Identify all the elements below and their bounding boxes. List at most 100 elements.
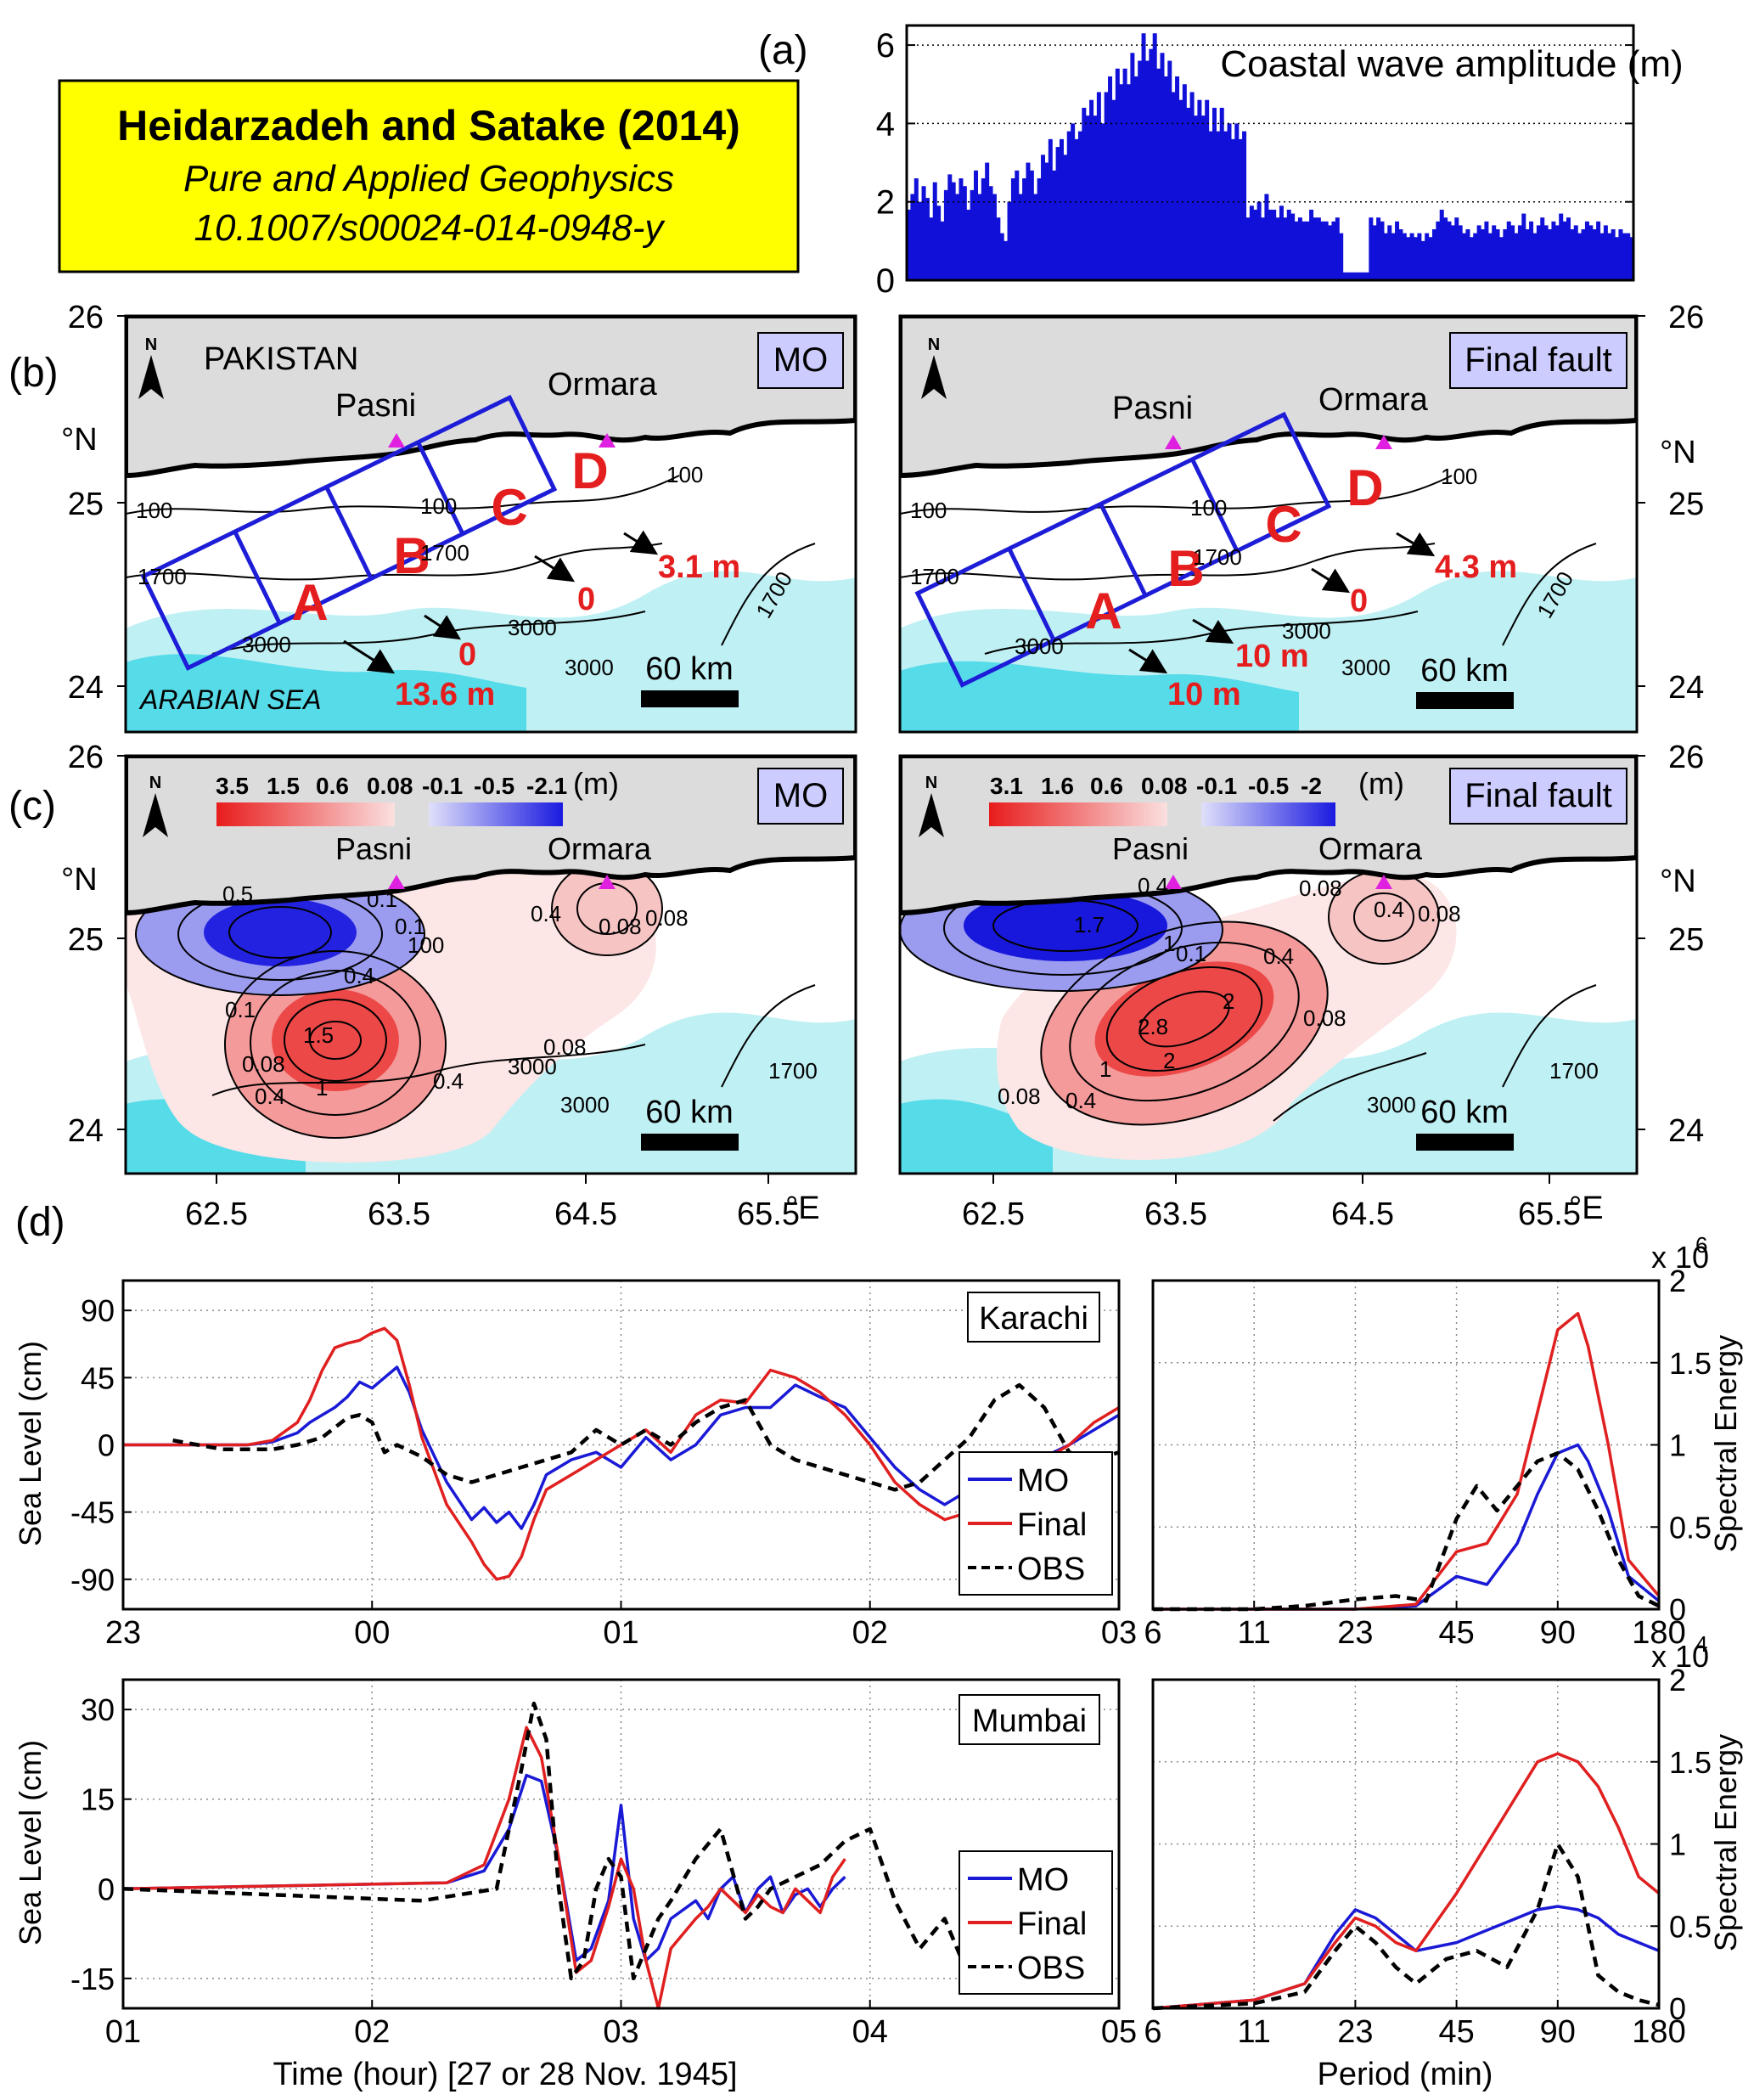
amplitude-bar: [1071, 123, 1076, 280]
station-label: Karachi: [979, 1301, 1088, 1337]
amplitude-bar: [1055, 147, 1060, 280]
latitude-ticks-left: 26 25 24 26 25 24: [68, 300, 126, 1149]
x-tick-label: 03: [1101, 1615, 1137, 1651]
contour-label: 3000: [1367, 1092, 1416, 1118]
amplitude-bar: [1275, 217, 1280, 280]
amplitude-bar: [1361, 272, 1366, 280]
map-frame: [124, 754, 857, 1175]
contour-label: 100: [666, 462, 703, 487]
amplitude-bar: [1532, 233, 1538, 280]
amplitude-bar: [1066, 131, 1071, 280]
lat-tick-label: 25: [68, 922, 104, 958]
fault-outline: [914, 411, 1332, 688]
lat-tick-label: 25: [1668, 922, 1704, 958]
amplitude-bar: [1152, 33, 1157, 280]
legend-value: -0.5: [474, 773, 514, 799]
legend-label: MO: [1017, 1862, 1069, 1898]
karachi-time-series: 23 00 01 02 03 90 45 0 -45 -90 Karachi MO Final OBS Se…: [13, 1279, 1137, 1651]
x-tick-label: 11: [1237, 2014, 1270, 2050]
legend-value: -0.5: [1248, 773, 1289, 799]
lon-tick-label: 63.5: [368, 1196, 430, 1232]
contour-label: 0.4: [1138, 873, 1168, 898]
amplitude-bar: [974, 170, 979, 280]
amplitude-bar: [1607, 233, 1612, 280]
contour-label: 0.08: [543, 1034, 587, 1060]
contour-label: 2: [1163, 1048, 1175, 1073]
amplitude-bar: [1171, 92, 1176, 280]
amplitude-bar: [1611, 229, 1616, 280]
contour-label: 1700: [420, 540, 469, 566]
map-frame: [898, 754, 1639, 1175]
slip-b: 10 m: [1235, 639, 1309, 674]
legend-label: OBS: [1017, 1951, 1085, 1986]
amplitude-bar: [1554, 225, 1560, 280]
slip-a: 13.6 m: [395, 677, 495, 712]
station-ormara-icon: [1375, 435, 1392, 449]
time-axis-label: Time (hour) [27 or 28 Nov. 1945]: [273, 2057, 737, 2092]
amplitude-bar: [1476, 225, 1481, 280]
amplitude-bar: [1498, 237, 1504, 280]
amplitude-bar: [1506, 221, 1511, 280]
amplitude-bar: [1387, 225, 1392, 280]
contour-1700-east: [721, 984, 816, 1088]
amplitude-bar: [1096, 92, 1101, 280]
scale-label: 60 km: [645, 1095, 733, 1130]
amplitude-bar: [947, 174, 953, 280]
amplitude-y-ticks: 0 2 4 6: [876, 27, 1633, 300]
map-c-right: N 3.1 1.6 0.6 0.08 -0.1 -0.5 -2 (m) Pasni Orma…: [898, 754, 1639, 1175]
amplitude-bar: [1592, 229, 1597, 280]
x-tick-label: 04: [852, 2014, 888, 2050]
station-ormara-icon: [599, 875, 616, 889]
north-arrow-icon: [919, 793, 944, 837]
amplitude-bar: [1022, 178, 1027, 280]
amplitude-bar: [1346, 272, 1351, 280]
segment-a-label: A: [1085, 583, 1122, 639]
amplitude-bar: [962, 186, 967, 280]
amplitude-bar: [1328, 225, 1333, 280]
amplitude-bar: [918, 201, 923, 280]
slip-arrow: [1311, 567, 1351, 594]
amplitude-bar: [1175, 76, 1180, 280]
amplitude-bar: [1149, 48, 1154, 280]
contour-label: 100: [1441, 464, 1477, 489]
lat-tick-label: 24: [68, 670, 104, 706]
map-frame: [898, 314, 1639, 734]
place-ormara: Ormara: [1318, 831, 1423, 866]
plot-frame: [121, 1279, 1121, 1611]
contour-label: 0.1: [395, 914, 425, 939]
legend-value: 1.6: [1041, 773, 1074, 799]
legend-value: -0.1: [422, 773, 463, 799]
amplitude-bar: [1268, 209, 1273, 280]
contour-label: 0.4: [1374, 897, 1404, 922]
citation-doi: 10.1007/s00024-014-0948-y: [194, 207, 666, 249]
amplitude-bar: [1197, 99, 1202, 280]
amplitude-bar: [1481, 229, 1486, 280]
series-line-final: [1152, 1752, 1661, 2010]
y-tick-label: 2: [876, 184, 895, 222]
amplitude-bar: [1230, 138, 1235, 280]
segment-d-label: D: [571, 442, 608, 499]
amplitude-bar: [1525, 229, 1530, 280]
panel-label-d: (d): [15, 1200, 65, 1245]
uplift-zone: [552, 862, 662, 955]
model-label: MO: [773, 777, 828, 814]
amplitude-bar: [1044, 162, 1049, 280]
contour-label: 3000: [508, 1054, 557, 1079]
contour-line: [1040, 921, 1329, 1126]
deep-sea: [900, 661, 1299, 732]
amplitude-bar: [1119, 84, 1124, 280]
series-line-obs: [122, 1701, 997, 1981]
amplitude-bar: [1104, 92, 1109, 280]
amplitude-bar: [1562, 221, 1567, 280]
amplitude-bar: [1420, 240, 1425, 280]
latitude-ticks-right: 26 25 24 26 25 24: [1637, 300, 1704, 1149]
amplitude-bar: [1503, 229, 1508, 280]
amplitude-bar: [943, 189, 948, 280]
x-tick-label: 180: [1632, 1615, 1685, 1651]
amplitude-bar: [1227, 123, 1232, 280]
y-tick-label: 0.5: [1669, 1909, 1712, 1944]
segment-c-label: C: [1265, 496, 1301, 553]
x-tick-label: 6: [1144, 1615, 1161, 1651]
scale-bar: [641, 690, 739, 707]
amplitude-bar: [1588, 225, 1594, 280]
